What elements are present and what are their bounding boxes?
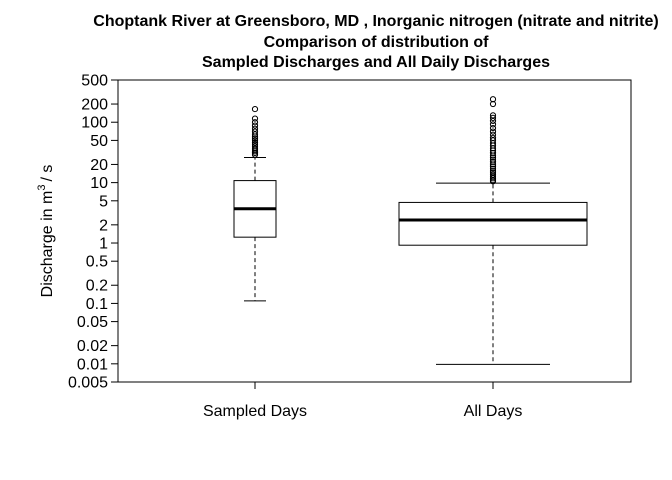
outlier-point-29: [489, 96, 497, 103]
outlier-point-9: [251, 135, 259, 142]
outlier-point-7: [489, 165, 497, 172]
y-tick-label-10: 10: [90, 175, 108, 192]
outlier-point-14: [489, 149, 497, 157]
outlier-point-13: [251, 125, 259, 132]
x-axis: Sampled Days All Days: [203, 382, 522, 420]
title-line-3: Sampled Discharges and All Daily Dischar…: [202, 54, 550, 71]
y-axis-label-tail: / s: [39, 165, 56, 182]
outlier-point-12: [251, 128, 259, 135]
outlier-point-5: [251, 143, 259, 150]
outlier-point-4: [489, 171, 497, 178]
title-line-2: Comparison of distribution of: [264, 34, 490, 51]
y-tick-label-9: 5: [99, 193, 108, 210]
outlier-point-10: [489, 158, 497, 166]
y-tick-label-15: 500: [81, 73, 108, 90]
outlier-point-12: [489, 154, 497, 161]
outlier-point-6: [251, 141, 259, 148]
outlier-point-4: [251, 145, 259, 152]
y-axis-label-superscript: 3: [36, 185, 48, 191]
outlier-point-26: [489, 114, 497, 121]
outlier-point-11: [489, 156, 497, 163]
boxes-layer: [233, 96, 588, 365]
x-tick-label-1: All Days: [464, 403, 523, 420]
outlier-point-16: [251, 115, 259, 122]
box-iqr: [398, 201, 588, 246]
box-0: [233, 105, 277, 302]
y-tick-label-7: 1: [99, 236, 108, 253]
outlier-point-20: [489, 134, 497, 141]
y-axis-label: Discharge in m3 / s: [36, 165, 56, 298]
y-tick-label-8: 2: [99, 217, 108, 234]
y-tick-label-11: 20: [90, 157, 108, 174]
y-tick-label-12: 50: [90, 133, 108, 150]
outlier-point-22: [489, 128, 497, 135]
outlier-point-27: [489, 112, 497, 119]
y-tick-label-4: 0.1: [86, 296, 108, 313]
outlier-point-24: [489, 121, 497, 128]
y-tick-label-13: 100: [81, 115, 108, 132]
outlier-point-8: [489, 163, 497, 170]
y-tick-label-0: 0.005: [68, 375, 108, 392]
box-1: [398, 96, 588, 365]
outlier-point-8: [251, 137, 259, 144]
outlier-point-6: [489, 168, 497, 175]
outlier-point-14: [251, 122, 259, 129]
y-axis-label-main: Discharge in m: [39, 191, 56, 298]
y-tick-label-3: 0.05: [77, 314, 108, 331]
outlier-point-15: [251, 119, 259, 126]
y-tick-label-6: 0.5: [86, 254, 108, 271]
y-tick-label-2: 0.02: [77, 338, 108, 355]
chart-title: Choptank River at Greensboro, MD , Inorg…: [93, 13, 658, 71]
y-tick-label-5: 0.2: [86, 278, 108, 295]
outlier-point-21: [489, 131, 497, 138]
y-tick-label-14: 200: [81, 97, 108, 114]
outlier-point-7: [251, 139, 259, 146]
outlier-point-23: [489, 124, 497, 132]
outlier-point-5: [489, 169, 497, 176]
title-line-1: Choptank River at Greensboro, MD , Inorg…: [93, 13, 658, 30]
y-tick-label-1: 0.01: [77, 356, 108, 373]
outlier-point-17: [251, 105, 259, 113]
x-tick-label-0: Sampled Days: [203, 403, 307, 420]
